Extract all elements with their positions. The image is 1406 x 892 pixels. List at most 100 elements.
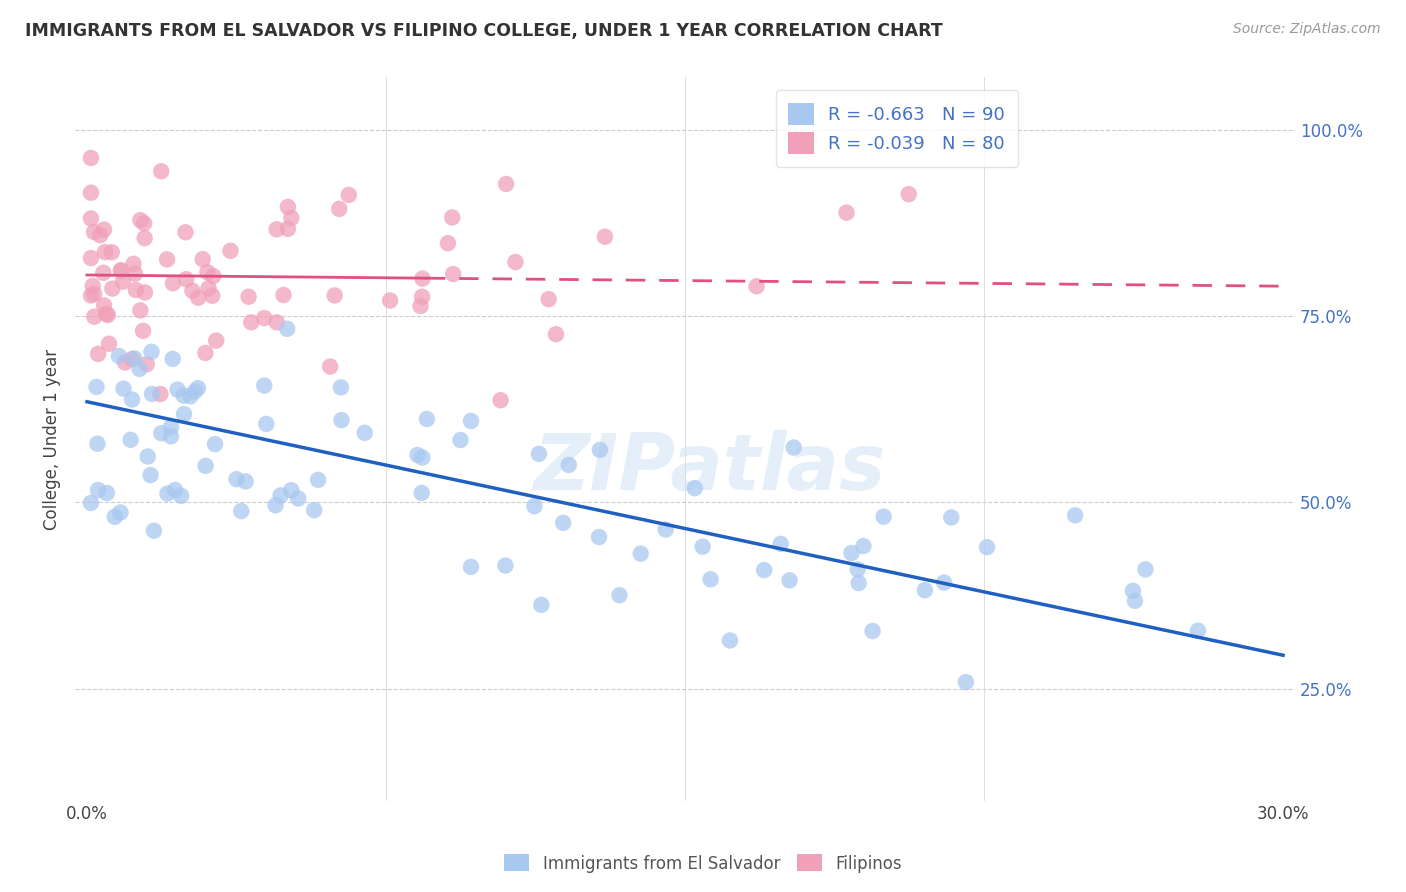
Point bbox=[1064, 508, 1087, 523]
Point bbox=[112, 382, 135, 396]
Point bbox=[752, 563, 775, 577]
Point bbox=[80, 211, 103, 226]
Point bbox=[93, 298, 115, 312]
Point bbox=[173, 407, 195, 421]
Point bbox=[91, 266, 114, 280]
Point bbox=[941, 510, 963, 524]
Point bbox=[544, 327, 567, 342]
Point bbox=[1187, 624, 1209, 638]
Point bbox=[264, 498, 287, 512]
Y-axis label: College, Under 1 year: College, Under 1 year bbox=[44, 349, 60, 530]
Point bbox=[406, 448, 429, 462]
Point bbox=[460, 414, 482, 428]
Point bbox=[134, 231, 156, 245]
Point bbox=[654, 523, 676, 537]
Point bbox=[110, 506, 132, 520]
Point bbox=[593, 229, 616, 244]
Point bbox=[718, 633, 741, 648]
Point bbox=[527, 447, 550, 461]
Point bbox=[841, 546, 863, 560]
Point bbox=[225, 472, 247, 486]
Point bbox=[505, 255, 527, 269]
Point bbox=[174, 272, 197, 286]
Point bbox=[125, 283, 148, 297]
Point bbox=[411, 486, 433, 500]
Point bbox=[98, 336, 121, 351]
Point bbox=[121, 392, 143, 407]
Point bbox=[129, 303, 152, 318]
Point bbox=[558, 458, 581, 472]
Point bbox=[132, 324, 155, 338]
Point bbox=[187, 291, 209, 305]
Point bbox=[238, 290, 260, 304]
Point bbox=[197, 265, 219, 279]
Point bbox=[769, 537, 792, 551]
Point bbox=[330, 413, 353, 427]
Point bbox=[589, 442, 612, 457]
Point bbox=[150, 164, 173, 178]
Text: ZIPatlas: ZIPatlas bbox=[533, 430, 886, 506]
Point bbox=[219, 244, 242, 258]
Point bbox=[328, 202, 350, 216]
Point bbox=[1135, 562, 1157, 576]
Point bbox=[932, 575, 955, 590]
Point bbox=[191, 252, 214, 267]
Point bbox=[194, 346, 217, 360]
Point bbox=[96, 307, 118, 321]
Point bbox=[150, 426, 173, 441]
Point bbox=[94, 245, 117, 260]
Point bbox=[1122, 583, 1144, 598]
Point bbox=[149, 387, 172, 401]
Point bbox=[323, 288, 346, 302]
Point bbox=[87, 347, 110, 361]
Point bbox=[897, 187, 920, 202]
Point bbox=[114, 355, 136, 369]
Point bbox=[128, 361, 150, 376]
Point bbox=[80, 496, 103, 510]
Text: Source: ZipAtlas.com: Source: ZipAtlas.com bbox=[1233, 22, 1381, 37]
Point bbox=[872, 509, 894, 524]
Point bbox=[699, 572, 721, 586]
Point bbox=[120, 433, 142, 447]
Point bbox=[266, 315, 288, 329]
Legend: Immigrants from El Salvador, Filipinos: Immigrants from El Salvador, Filipinos bbox=[498, 847, 908, 880]
Point bbox=[273, 288, 295, 302]
Point bbox=[848, 576, 870, 591]
Point bbox=[337, 187, 360, 202]
Point bbox=[411, 450, 433, 465]
Point bbox=[862, 624, 884, 638]
Point bbox=[162, 351, 184, 366]
Point bbox=[553, 516, 575, 530]
Point bbox=[530, 598, 553, 612]
Point bbox=[110, 264, 132, 278]
Point bbox=[411, 271, 433, 285]
Point bbox=[692, 540, 714, 554]
Point bbox=[253, 378, 276, 392]
Point bbox=[409, 299, 432, 313]
Point bbox=[537, 292, 560, 306]
Point bbox=[588, 530, 610, 544]
Point bbox=[240, 315, 263, 329]
Point bbox=[270, 488, 292, 502]
Legend: R = -0.663   N = 90, R = -0.039   N = 80: R = -0.663 N = 90, R = -0.039 N = 80 bbox=[776, 90, 1018, 167]
Point bbox=[280, 483, 302, 498]
Point bbox=[101, 245, 124, 260]
Point bbox=[136, 450, 159, 464]
Point bbox=[460, 559, 482, 574]
Point bbox=[254, 417, 277, 431]
Point bbox=[287, 491, 309, 506]
Point bbox=[93, 222, 115, 236]
Point bbox=[416, 412, 439, 426]
Point bbox=[231, 504, 253, 518]
Point bbox=[184, 384, 207, 399]
Point bbox=[277, 200, 299, 214]
Point bbox=[378, 293, 401, 308]
Point bbox=[202, 269, 225, 284]
Point bbox=[205, 334, 228, 348]
Point bbox=[173, 389, 195, 403]
Point bbox=[96, 486, 118, 500]
Point bbox=[276, 322, 298, 336]
Point bbox=[86, 436, 108, 450]
Point bbox=[166, 383, 188, 397]
Point bbox=[489, 393, 512, 408]
